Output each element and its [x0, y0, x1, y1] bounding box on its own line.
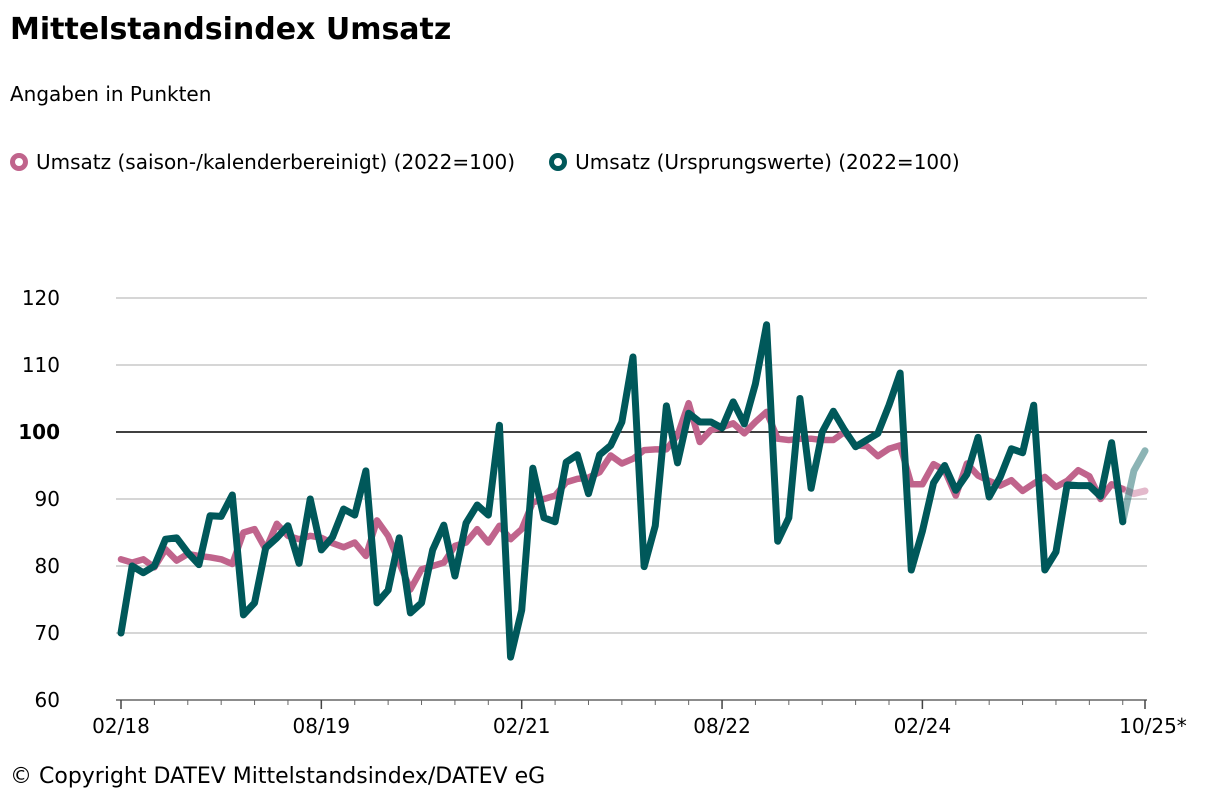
legend-item-original-values[interactable]: Umsatz (Ursprungswerte) (2022=100) — [549, 150, 960, 174]
chart-title: Mittelstandsindex Umsatz — [10, 12, 452, 47]
series-line-original-values — [117, 321, 1127, 661]
y-tick-label: 80 — [35, 554, 60, 578]
y-tick-label: 100 — [18, 420, 60, 444]
copyright-footer: © Copyright DATEV Mittelstandsindex/DATE… — [10, 764, 546, 789]
series-line-seasonally-adjusted — [117, 399, 1126, 593]
x-tick-label: 02/24 — [894, 714, 952, 738]
legend-marker-circle-icon — [10, 153, 28, 171]
series-forecast-line — [1119, 447, 1149, 526]
legend-label: Umsatz (saison-/kalenderbereinigt) (2022… — [36, 150, 516, 174]
legend-label: Umsatz (Ursprungswerte) (2022=100) — [575, 150, 960, 174]
chart-subtitle: Angaben in Punkten — [10, 82, 212, 106]
y-tick-label: 90 — [35, 487, 60, 511]
x-tick-label: 02/18 — [92, 714, 150, 738]
y-tick-label: 70 — [35, 621, 60, 645]
legend-marker-circle-icon — [549, 153, 568, 171]
y-tick-label: 120 — [22, 286, 60, 310]
x-tick-label: 10/25* — [1119, 714, 1187, 738]
x-tick-label: 08/22 — [693, 714, 751, 738]
x-tick-label: 08/19 — [293, 714, 351, 738]
y-tick-label: 110 — [22, 353, 60, 377]
legend-item-seasonally-adjusted[interactable]: Umsatz (saison-/kalenderbereinigt) (2022… — [10, 150, 515, 174]
y-tick-label: 60 — [35, 688, 60, 712]
legend: Umsatz (saison-/kalenderbereinigt) (2022… — [10, 150, 960, 174]
x-tick-label: 02/21 — [493, 714, 551, 738]
